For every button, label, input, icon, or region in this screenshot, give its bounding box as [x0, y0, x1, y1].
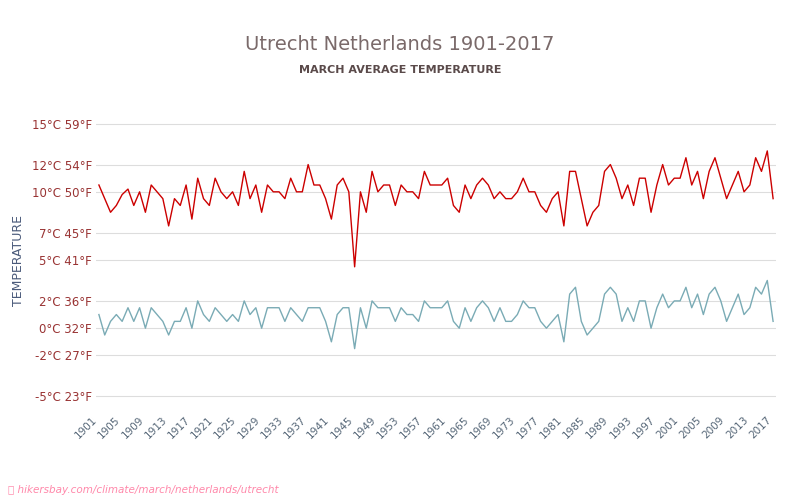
Text: Utrecht Netherlands 1901-2017: Utrecht Netherlands 1901-2017 [246, 35, 554, 54]
Y-axis label: TEMPERATURE: TEMPERATURE [12, 214, 25, 306]
Text: MARCH AVERAGE TEMPERATURE: MARCH AVERAGE TEMPERATURE [298, 65, 502, 75]
Text: 🔗 hikersbay.com/climate/march/netherlands/utrecht: 🔗 hikersbay.com/climate/march/netherland… [8, 485, 278, 495]
